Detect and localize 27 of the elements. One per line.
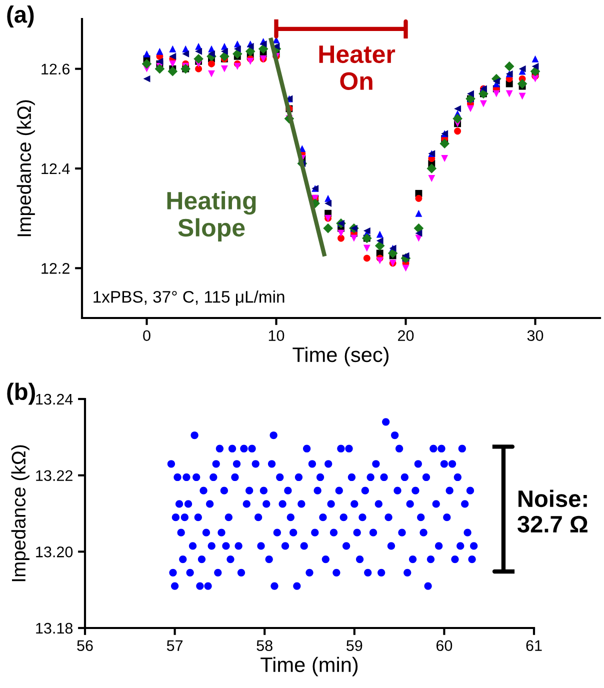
y-tick-label: 12.2	[42, 263, 70, 274]
y-tick-label: 13.18	[36, 622, 73, 634]
x-tick-label: 10	[268, 330, 284, 342]
x-tick-label: 20	[398, 330, 414, 342]
annotation: Heating Slope	[167, 191, 256, 242]
annotation: 1xPBS, 37° C, 115 μL/min	[94, 290, 284, 306]
y-tick-label: 12.6	[42, 64, 70, 75]
y-axis-title: Impedance (kΩ)	[16, 100, 35, 236]
x-tick-label: 58	[256, 640, 272, 652]
chart-title: (a)	[7, 6, 34, 28]
x-axis-title: Time (min)	[260, 656, 358, 676]
x-tick-label: 57	[166, 640, 183, 652]
chart-title: (b)	[7, 382, 35, 405]
x-tick-label: 61	[526, 640, 542, 652]
x-tick-label: 60	[436, 640, 452, 652]
x-tick-label: 56	[77, 640, 93, 652]
x-tick-label: 30	[527, 330, 544, 342]
y-tick-label: 12.4	[42, 163, 70, 174]
y-tick-label: 13.24	[36, 394, 73, 405]
y-axis-title: Impedance (kΩ)	[11, 445, 30, 582]
x-tick-label: 0	[143, 330, 150, 342]
annotation: Heater On	[319, 46, 396, 90]
x-tick-label: 59	[346, 640, 362, 652]
y-tick-label: 13.20	[36, 546, 73, 558]
x-axis-title: Time (sec)	[292, 346, 389, 366]
annotation: Noise: 32.7 Ω	[517, 490, 588, 533]
y-tick-label: 13.22	[36, 470, 72, 482]
